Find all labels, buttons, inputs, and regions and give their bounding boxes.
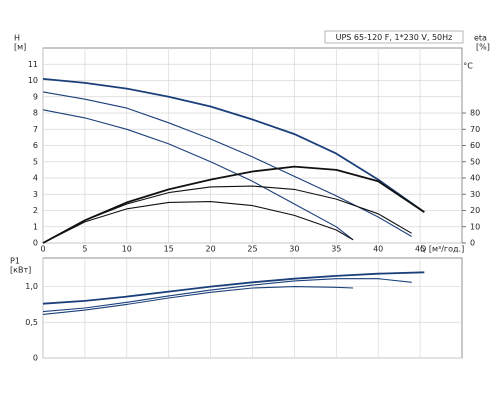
y2-tick-label: 50 bbox=[470, 157, 480, 166]
y2-tick-label: 40 bbox=[470, 174, 480, 183]
y2-tick-label: 0 bbox=[470, 239, 475, 248]
x-tick-label: 20 bbox=[206, 245, 216, 254]
y2-tick-label: 10 bbox=[470, 222, 480, 231]
y-tick-label: 8 bbox=[33, 109, 38, 118]
y-axis-label: H bbox=[14, 34, 20, 43]
curve bbox=[42, 286, 354, 315]
y-tick-label: 9 bbox=[33, 92, 38, 101]
curve bbox=[42, 201, 354, 244]
y-tick-label: 2 bbox=[33, 206, 38, 215]
y-tick-label: 0,5 bbox=[25, 318, 38, 327]
y2-axis-label: eta bbox=[474, 34, 487, 43]
y-axis-unit: [м] bbox=[14, 43, 26, 52]
curve bbox=[42, 165, 425, 244]
curve bbox=[42, 271, 425, 305]
x-tick-label: 40 bbox=[373, 245, 383, 254]
curve bbox=[42, 278, 412, 313]
p1-axis-unit: [кВт] bbox=[10, 266, 31, 275]
y-tick-label: 1 bbox=[33, 222, 38, 231]
y-tick-label: 5 bbox=[33, 157, 38, 166]
x-tick-label: 15 bbox=[164, 245, 174, 254]
y-tick-label: 6 bbox=[33, 141, 38, 150]
y2-tick-label: 30 bbox=[470, 190, 480, 199]
y2-tick-label: 80 bbox=[470, 109, 480, 118]
y-tick-label: 11 bbox=[28, 60, 38, 69]
x-tick-label: 25 bbox=[247, 245, 257, 254]
y-tick-label: 10 bbox=[28, 76, 38, 85]
x-tick-label: 30 bbox=[289, 245, 299, 254]
y2-tick-label: 70 bbox=[470, 125, 480, 134]
y-tick-label: 0 bbox=[33, 354, 38, 363]
curve bbox=[42, 78, 425, 213]
y-tick-label: 7 bbox=[33, 125, 38, 134]
x-tick-label: 35 bbox=[331, 245, 341, 254]
y2-tick-label: 60 bbox=[470, 141, 480, 150]
y-tick-label: 4 bbox=[33, 174, 38, 183]
y-tick-label: 3 bbox=[33, 190, 38, 199]
y-tick-label: 1,0 bbox=[25, 282, 38, 291]
p1-axis-label: P1 bbox=[10, 257, 20, 266]
x-tick-label: 5 bbox=[82, 245, 87, 254]
curve bbox=[42, 109, 354, 241]
x-tick-label: 0 bbox=[40, 245, 45, 254]
x-tick-label: 45 bbox=[415, 245, 425, 254]
y2-tick-label: 20 bbox=[470, 206, 480, 215]
x-axis-label: Q [м³/год.] bbox=[420, 245, 464, 254]
title-box bbox=[324, 30, 464, 44]
y2-axis-unit: [%] bbox=[476, 43, 490, 52]
chart-title: UPS 65-120 F, 1*230 V, 50Hz bbox=[336, 33, 453, 42]
x-tick-label: 10 bbox=[122, 245, 132, 254]
curve bbox=[42, 185, 412, 244]
y-tick-label: 0 bbox=[33, 239, 38, 248]
